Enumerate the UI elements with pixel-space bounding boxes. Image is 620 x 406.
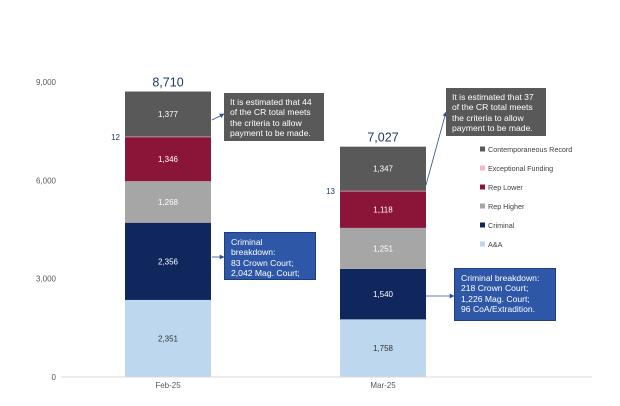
feb-cr-note-callout: It is estimated that 44 of the CR total …	[224, 93, 324, 141]
data-label: 13	[326, 187, 335, 196]
data-labels: 2,351 2,356 1,268 1,346 12 1,377 8,710 1,758 1,5…	[111, 76, 399, 354]
mar-criminal-note-callout: Criminal breakdown: 218 Crown Court; 1,2…	[454, 268, 556, 321]
y-axis: 0 3,000 6,000 9,000	[36, 78, 57, 382]
legend-swatch	[480, 165, 485, 171]
legend-label: Criminal	[488, 221, 515, 230]
y-tick-label: 9,000	[36, 78, 57, 87]
total-label: 7,027	[367, 131, 398, 145]
bars	[125, 91, 426, 377]
legend-swatch	[480, 203, 485, 209]
bar-segment	[125, 137, 211, 182]
data-label: 1,377	[158, 110, 179, 119]
legend-swatch	[480, 146, 485, 152]
bar-segment	[125, 222, 211, 300]
bar-segment	[125, 181, 211, 223]
callout-arrow	[211, 113, 225, 121]
bar-segment	[340, 227, 426, 269]
legend-label: Contemporaneous Record	[488, 145, 572, 154]
mar-cr-note-callout: It is estimated that 37 of the CR total …	[446, 88, 546, 136]
y-tick-label: 6,000	[36, 176, 57, 185]
legend-swatch	[480, 222, 485, 228]
bar-segment	[340, 146, 426, 191]
legend-label: A&A	[488, 240, 503, 249]
legend-label: Rep Lower	[488, 183, 523, 192]
data-label: 1,118	[373, 206, 393, 215]
bar-segment	[340, 191, 426, 228]
data-label: 12	[111, 133, 120, 142]
data-label: 1,346	[158, 155, 179, 164]
data-label: 2,356	[158, 257, 179, 266]
legend-label: Rep Higher	[488, 202, 525, 211]
x-tick-label: Feb-25	[155, 381, 181, 390]
bar-segment	[125, 299, 211, 377]
legend-swatch	[480, 184, 485, 190]
data-label: 1,347	[373, 165, 394, 174]
data-label: 2,351	[158, 334, 179, 343]
bar-segment	[125, 136, 211, 138]
legend-label: Exceptional Funding	[488, 164, 553, 173]
data-label: 1,268	[158, 198, 179, 207]
data-label: 1,540	[373, 290, 394, 299]
data-label: 1,758	[373, 344, 394, 353]
y-tick-label: 3,000	[36, 275, 57, 284]
callout-arrows	[211, 111, 455, 299]
x-axis: Feb-25 Mar-25	[61, 376, 592, 390]
bar-segment	[340, 268, 426, 320]
legend: Contemporaneous Record Exceptional Fundin…	[480, 145, 572, 249]
callout-arrow	[425, 111, 448, 186]
feb-criminal-note-callout: Criminal breakdown: 83 Crown Court; 2,04…	[224, 232, 316, 299]
y-tick-label: 0	[52, 373, 57, 382]
legend-swatch	[480, 241, 485, 247]
total-label: 8,710	[152, 76, 183, 90]
bar-segment	[340, 319, 426, 377]
x-tick-label: Mar-25	[370, 381, 396, 390]
bar-segment	[125, 91, 211, 137]
bar-segment	[340, 190, 426, 192]
data-label: 1,251	[373, 244, 394, 253]
